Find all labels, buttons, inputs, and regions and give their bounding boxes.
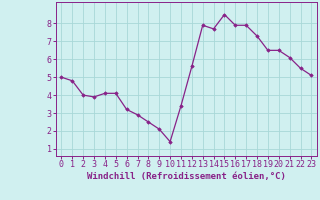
X-axis label: Windchill (Refroidissement éolien,°C): Windchill (Refroidissement éolien,°C) (87, 172, 286, 181)
